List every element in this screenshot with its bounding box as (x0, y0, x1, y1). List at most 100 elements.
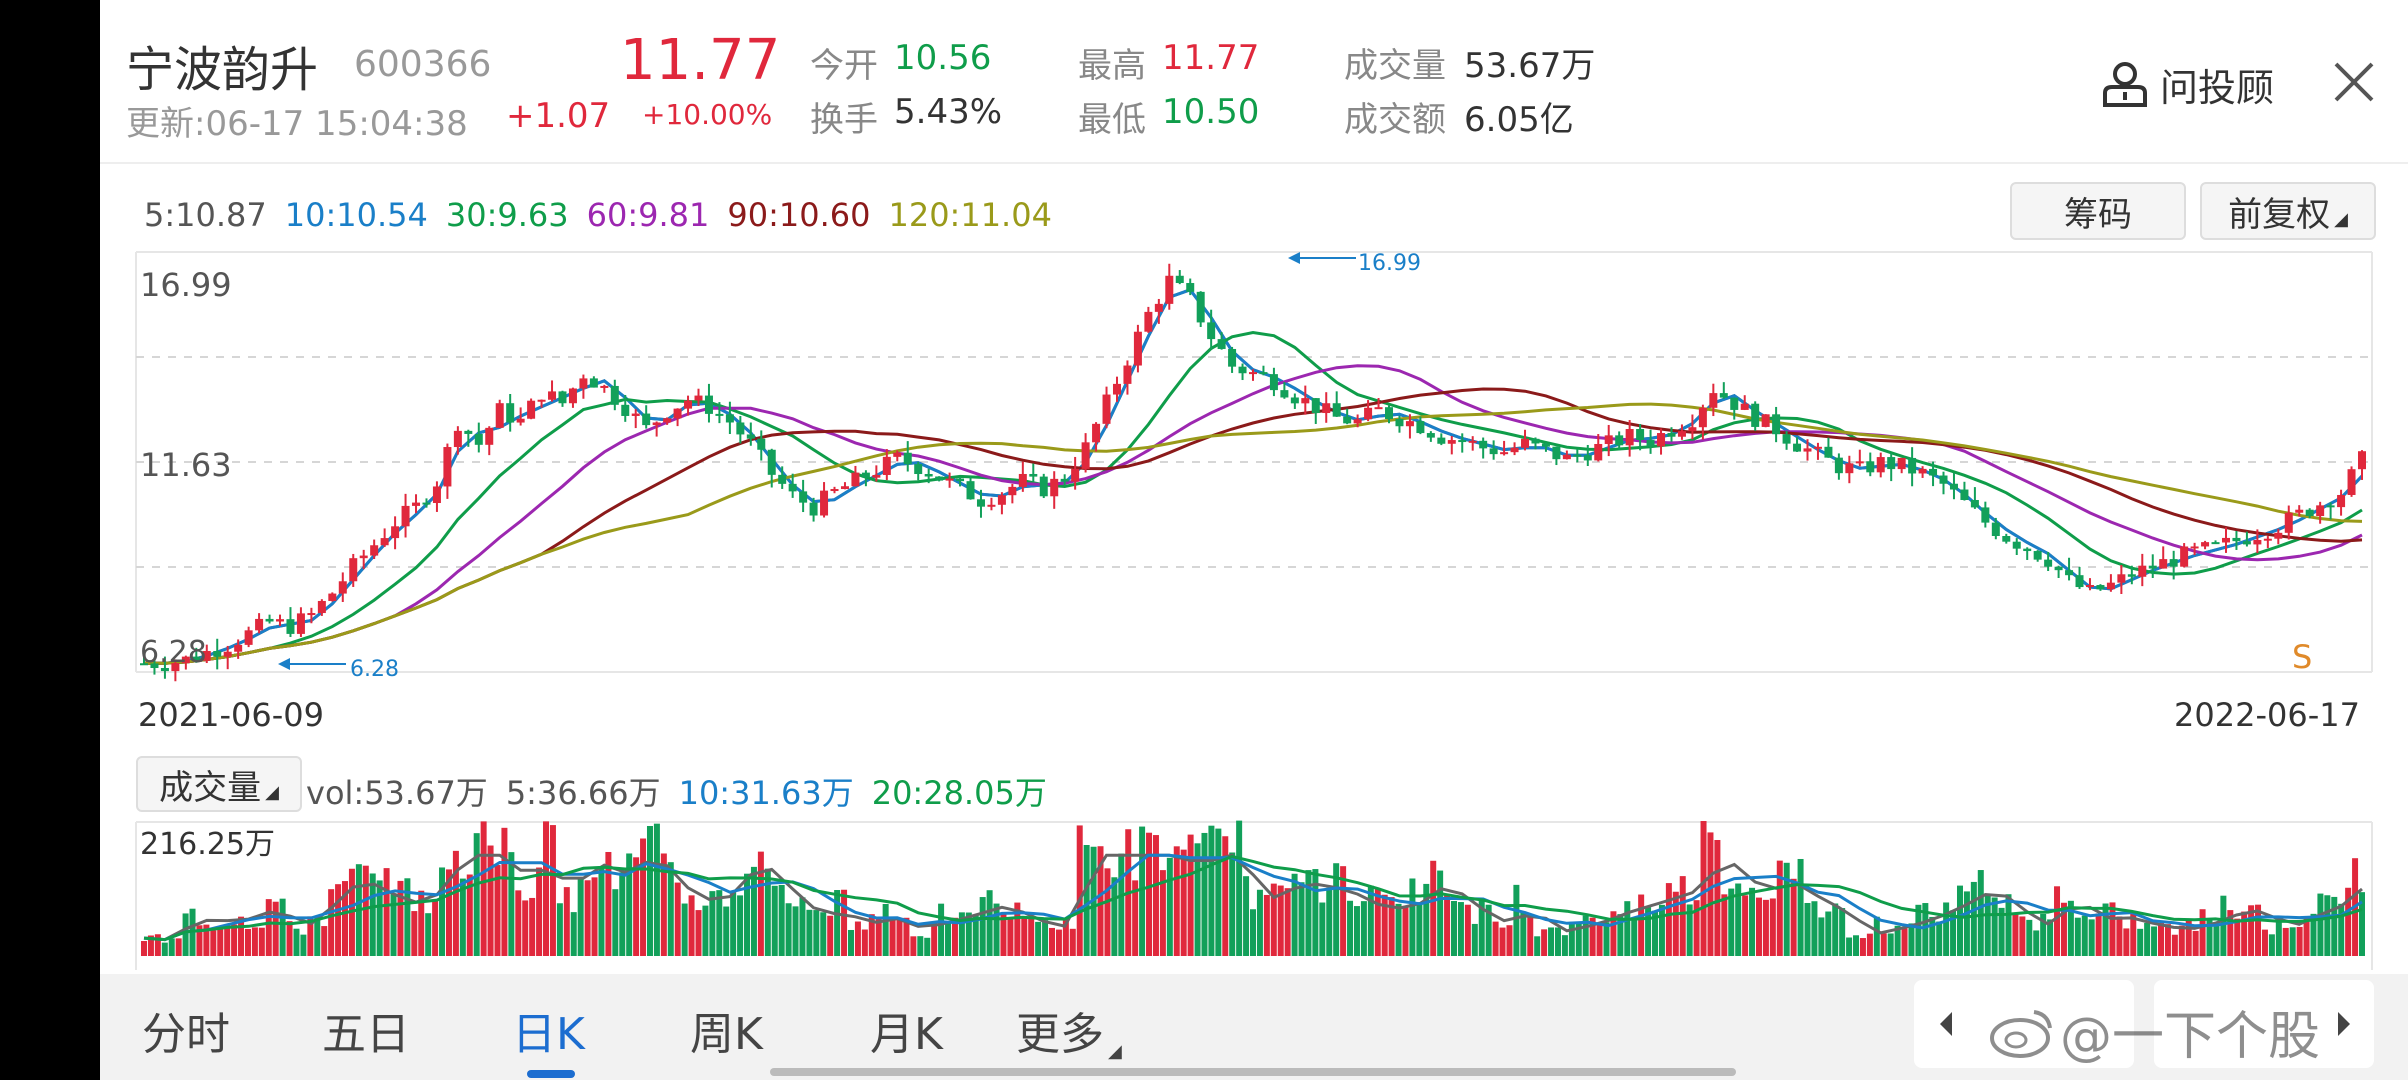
adjust-dropdown[interactable]: 前复权 ◢ (2200, 182, 2376, 240)
candle-body (1740, 403, 1749, 410)
candle-body (1374, 407, 1383, 410)
candle-body (1259, 372, 1268, 375)
volume-bar (847, 929, 854, 956)
volume-bar (868, 914, 875, 956)
volume-bar (1873, 916, 1880, 956)
tab-monthly-k[interactable]: 月K (870, 1009, 943, 1060)
volume-bar (1118, 853, 1125, 956)
candle-body (2002, 536, 2011, 542)
candle-body (1060, 478, 1069, 482)
volume-bar (1880, 933, 1887, 956)
volume-bar (487, 845, 494, 956)
candle-body (2201, 542, 2210, 547)
volume-bar (1963, 891, 1970, 956)
high-value: 11.77 (1162, 38, 1260, 78)
candle-body (181, 656, 190, 664)
volume-bar (834, 890, 841, 956)
candle-body (1562, 454, 1571, 460)
volume-bar (549, 825, 556, 956)
y-label-top: 16.99 (140, 266, 232, 304)
volume-bar (1492, 921, 1499, 956)
volume-bar (272, 901, 279, 956)
tab-intraday[interactable]: 分时 (142, 1009, 230, 1060)
candle-body (328, 593, 337, 601)
scrollbar[interactable] (770, 1068, 1736, 1076)
volume-bar (972, 915, 979, 956)
volume-bar (314, 917, 321, 956)
candle-body (1008, 486, 1017, 496)
volume-bar (1922, 903, 1929, 956)
candle-body (1908, 457, 1917, 474)
candle-body (506, 403, 515, 423)
volume-bar (1762, 899, 1769, 956)
volume-bar (1520, 911, 1527, 956)
candle-body (1165, 275, 1174, 304)
volume-bar (716, 890, 723, 956)
advisor-button[interactable]: 问投顾 (2100, 56, 2274, 112)
candle-body (255, 618, 264, 631)
tab-daily-k[interactable]: 日K (512, 1009, 585, 1060)
volume-bar (889, 918, 896, 956)
tab-more[interactable]: 更多 ◢ (1016, 998, 1122, 1062)
candle-body (2106, 582, 2115, 590)
volume-bar (1991, 897, 1998, 956)
volume-bar (979, 897, 986, 956)
volume-bar (452, 850, 459, 956)
volume-ma-line-0 (143, 853, 2363, 942)
volume-bar (1956, 885, 1963, 956)
vol-current: vol:53.67万 (306, 774, 488, 812)
open-value: 10.56 (894, 38, 992, 78)
candle-body (788, 483, 797, 492)
close-icon[interactable] (2332, 60, 2376, 104)
volume-bar (591, 877, 598, 956)
candle-body (1426, 433, 1435, 438)
candle-body (1887, 457, 1896, 470)
candle-body (2263, 538, 2272, 541)
kline-chart[interactable]: 16.99 11.63 6.28 16.99 6.28 S (100, 0, 2408, 720)
volume-bar (1187, 834, 1194, 956)
candle-body (746, 434, 755, 439)
candle-body (610, 385, 619, 405)
next-stock-button[interactable] (2154, 980, 2374, 1068)
chips-button[interactable]: 筹码 (2010, 182, 2186, 240)
candle-body (1541, 443, 1550, 447)
candle-body (2023, 548, 2032, 552)
indicator-selector[interactable]: 成交量 ◢ (136, 756, 302, 812)
volume-chart[interactable]: 216.25万 (100, 820, 2408, 970)
candle-body (2096, 585, 2105, 590)
tab-five-day[interactable]: 五日 (322, 1009, 410, 1060)
volume-bar (1312, 869, 1319, 956)
ma10-line (144, 288, 2364, 665)
candle-body (882, 456, 891, 475)
volume-bar (1866, 933, 1873, 956)
volume-bar (2324, 895, 2331, 956)
candle-body (558, 391, 567, 404)
volume-bar (1534, 936, 1541, 956)
volume-bar (882, 903, 889, 956)
volume-bar (1395, 903, 1402, 956)
low-value: 10.50 (1162, 92, 1260, 132)
candle-body (1625, 429, 1634, 446)
volume-bar (584, 880, 591, 956)
volume-bar (993, 903, 1000, 956)
indicator-label: 成交量 (159, 767, 262, 808)
candle-body (2305, 509, 2314, 517)
volume-bar (674, 882, 681, 956)
candle-body (1018, 473, 1027, 487)
volume-bar (2213, 924, 2220, 956)
open-label: 今开 (810, 46, 878, 86)
watermark: @一下个股 (1986, 994, 2320, 1069)
volume-bar (2289, 927, 2296, 956)
candle-body (1834, 457, 1843, 474)
volume-legend: vol:53.67万 5:36.66万 10:31.63万 20:28.05万 (306, 768, 1047, 814)
candle-body (914, 464, 923, 475)
volume-bar (1686, 904, 1693, 956)
volume-bar (1970, 881, 1977, 956)
volume-bar (1478, 899, 1485, 956)
candle-body (2190, 546, 2199, 549)
volume-bar (841, 889, 848, 956)
volume-bar (2095, 913, 2102, 956)
volume-bar (1853, 935, 1860, 956)
tab-weekly-k[interactable]: 周K (690, 1009, 763, 1060)
volume-bar (605, 851, 612, 956)
